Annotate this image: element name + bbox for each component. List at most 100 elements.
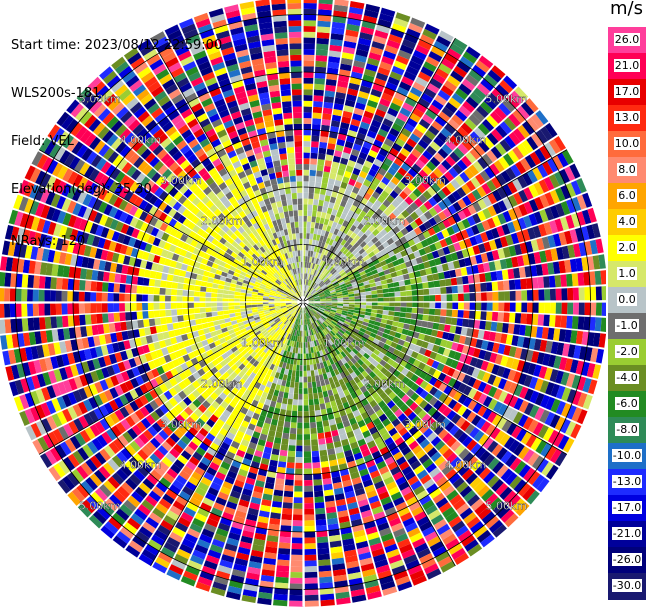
radar-gate	[245, 307, 252, 311]
radar-gate	[410, 351, 419, 359]
radar-gate	[21, 289, 28, 302]
radar-gate	[321, 275, 326, 281]
radar-gate	[372, 247, 380, 255]
radar-gate	[142, 311, 149, 319]
radar-gate	[379, 359, 387, 367]
radar-gate	[307, 286, 311, 292]
radar-gate	[277, 461, 287, 468]
radar-gate	[378, 427, 388, 436]
radar-gate	[399, 107, 412, 118]
radar-gate	[176, 289, 183, 296]
radar-gate	[303, 204, 308, 211]
radar-gate	[326, 326, 332, 332]
radar-gate	[279, 449, 288, 457]
radar-gate	[440, 287, 447, 294]
radar-gate	[195, 280, 202, 286]
radar-gate	[461, 78, 476, 91]
radar-gate	[453, 242, 462, 252]
radar-gate	[322, 313, 328, 318]
radar-gate	[412, 264, 420, 272]
radar-gate	[426, 236, 434, 246]
radar-gate	[161, 324, 168, 332]
radar-gate	[363, 454, 374, 463]
radar-gate	[365, 374, 373, 382]
radar-gate	[330, 424, 338, 432]
radar-gate	[288, 445, 296, 452]
radar-gate	[472, 329, 480, 338]
radar-gate	[340, 285, 347, 290]
radar-gate	[317, 265, 321, 272]
radar-gate	[391, 432, 401, 442]
radar-gate	[350, 441, 359, 450]
radar-gate	[348, 299, 355, 302]
radar-gate	[335, 398, 343, 406]
radar-gate	[528, 199, 539, 212]
radar-gate	[419, 204, 428, 214]
radar-gate	[465, 227, 475, 238]
radar-gate	[466, 215, 476, 227]
radar-gate	[397, 413, 407, 422]
radar-gate	[488, 261, 496, 272]
radar-gate	[316, 421, 323, 428]
radar-gate	[499, 139, 512, 152]
radar-gate	[454, 552, 469, 565]
radar-gate	[50, 303, 57, 316]
radar-gate	[142, 294, 148, 302]
radar-gate	[575, 330, 584, 345]
radar-gate	[330, 382, 336, 390]
radar-gate	[317, 288, 323, 293]
radar-gate	[380, 279, 388, 285]
radar-gate	[547, 235, 556, 248]
radar-gate	[582, 377, 592, 393]
radar-gate	[314, 187, 321, 194]
radar-gate	[325, 280, 331, 285]
radar-gate	[446, 309, 453, 317]
radar-gate	[415, 386, 424, 396]
radar-gate	[416, 339, 424, 347]
radar-gate	[600, 317, 606, 332]
radar-gate	[328, 258, 334, 265]
radar-gate	[306, 359, 310, 366]
radar-gate	[339, 318, 345, 323]
radar-gate	[303, 169, 310, 176]
radar-gate	[340, 157, 349, 165]
radar-gate	[334, 273, 340, 279]
radar-gate	[401, 162, 411, 172]
radar-gate	[390, 404, 400, 414]
radar-gate	[378, 181, 387, 190]
radar-gate	[451, 223, 461, 234]
radar-gate	[569, 163, 581, 179]
radar-gate	[319, 296, 326, 299]
radar-gate	[357, 419, 366, 428]
radar-gate	[395, 195, 404, 204]
radar-gate	[369, 265, 377, 272]
radar-gate	[386, 481, 397, 491]
radar-gate	[358, 151, 368, 160]
radar-gate	[303, 227, 307, 234]
radar-gate	[277, 553, 290, 561]
radar-gate	[346, 496, 357, 505]
radar-gate	[322, 322, 328, 328]
radar-gate	[487, 475, 500, 488]
radar-gate	[481, 220, 491, 231]
radar-gate	[304, 543, 316, 550]
radar-gate	[419, 521, 433, 532]
radar-gate	[571, 196, 582, 212]
radar-gate	[441, 159, 452, 171]
radar-gate	[348, 178, 356, 187]
radar-gate	[328, 365, 334, 372]
radar-gate	[383, 87, 396, 97]
radar-gate	[517, 414, 529, 428]
radar-gate	[199, 297, 206, 302]
radar-gate	[324, 348, 330, 355]
radar-gate	[97, 270, 104, 281]
radar-gate	[539, 409, 550, 424]
radar-gate	[308, 399, 314, 406]
radar-gate	[234, 309, 241, 313]
radar-gate	[348, 309, 355, 313]
radar-gate	[360, 509, 373, 519]
radar-gate	[512, 109, 526, 124]
radar-gate	[536, 477, 550, 493]
radar-gate	[344, 549, 357, 558]
radar-gate	[595, 348, 604, 364]
